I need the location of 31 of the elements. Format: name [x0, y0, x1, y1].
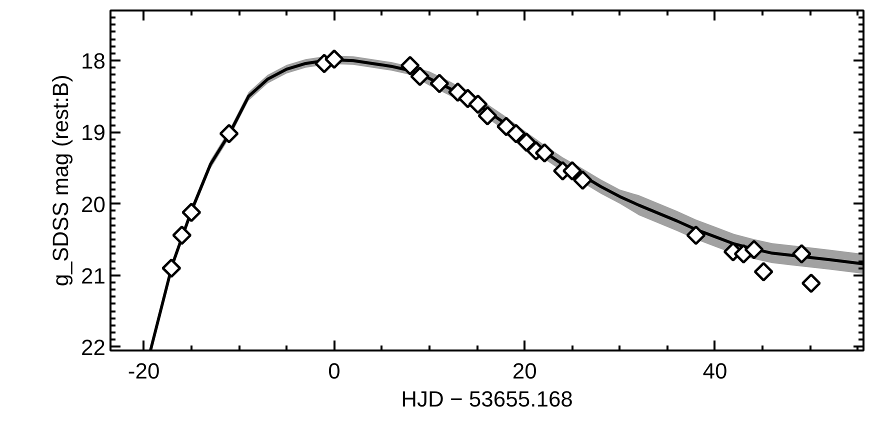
x-axis-title: HJD − 53655.168: [401, 386, 573, 412]
point: [162, 258, 182, 278]
point: [792, 244, 812, 264]
point: [410, 66, 430, 86]
point: [534, 143, 554, 163]
x-tick-label: 20: [512, 358, 537, 384]
point: [801, 273, 821, 293]
point: [478, 106, 498, 126]
point: [506, 124, 526, 144]
y-tick-label: 21: [81, 263, 106, 288]
point: [182, 202, 202, 222]
y-tick-label: 22: [81, 334, 106, 360]
point: [219, 124, 239, 144]
point: [516, 132, 536, 152]
point: [572, 170, 592, 190]
point: [324, 49, 344, 69]
y-tick-label: 19: [81, 120, 106, 146]
point: [754, 262, 774, 282]
point: [562, 161, 582, 181]
y-tick-label: 20: [81, 192, 106, 217]
point: [430, 74, 450, 94]
y-axis-title: g_SDSS mag (rest:B): [48, 74, 74, 286]
x-tick-label: 40: [702, 358, 728, 384]
point: [468, 94, 488, 114]
x-tick-label: -20: [128, 358, 160, 384]
point: [686, 226, 706, 245]
point: [172, 226, 192, 245]
y-tick-label: 18: [81, 48, 106, 74]
point: [400, 56, 420, 76]
x-tick-label: 0: [328, 358, 340, 384]
point: [744, 240, 764, 260]
